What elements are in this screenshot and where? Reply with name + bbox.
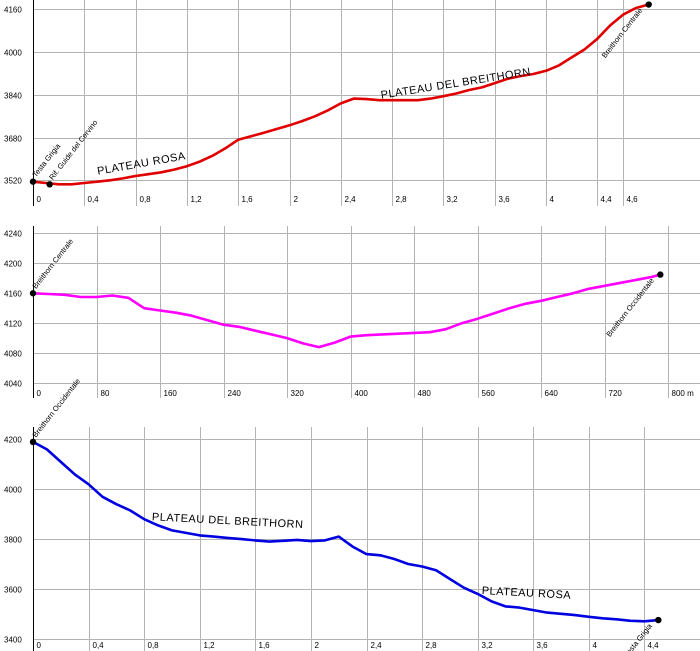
x-tick-label: 4 bbox=[550, 195, 555, 204]
y-tick-label: 4000 bbox=[4, 486, 22, 495]
y-tick-label: 4160 bbox=[4, 6, 22, 15]
x-tick-label: 2,8 bbox=[426, 641, 438, 650]
waypoint-marker bbox=[29, 290, 37, 297]
x-tick-label: 4,4 bbox=[648, 641, 660, 650]
x-tick-label: 2 bbox=[315, 641, 320, 650]
profile-chart-2: 0 80 160 240 320 400 480 560 640 720 800 m 4040 4080… bbox=[4, 226, 700, 398]
x-tick-label: 320 bbox=[291, 389, 305, 398]
y-tick-label: 3520 bbox=[4, 177, 22, 186]
profile-chart-3: 00,40,81,21,622,42,83,23,644,44,8 Km3400… bbox=[4, 377, 700, 651]
y-tick-label: 4040 bbox=[4, 380, 22, 389]
x-tick-label: 2,8 bbox=[396, 195, 408, 204]
x-tick-label: 400 bbox=[355, 389, 369, 398]
route-annotation: PLATEAU DEL BREITHORN bbox=[152, 511, 304, 531]
x-tick-label: 0,4 bbox=[93, 641, 105, 650]
y-tick-label: 3680 bbox=[4, 135, 22, 144]
y-tick-label: 4240 bbox=[4, 230, 22, 239]
x-tick-label: 80 bbox=[101, 389, 110, 398]
x-tick-label: 0,4 bbox=[88, 195, 100, 204]
y-tick-label: 4200 bbox=[4, 260, 22, 269]
x-tick-label: 2,4 bbox=[371, 641, 383, 650]
waypoint-marker bbox=[46, 181, 53, 188]
x-tick-label: 3,6 bbox=[537, 641, 549, 650]
waypoint-marker bbox=[29, 178, 37, 185]
x-tick-label: 1,6 bbox=[259, 641, 271, 650]
y-tick-label: 3400 bbox=[4, 636, 22, 645]
x-tick-label: 4 bbox=[593, 641, 598, 650]
x-tick-label: 2,4 bbox=[345, 195, 357, 204]
x-tick-label: 3,6 bbox=[499, 195, 511, 204]
x-tick-label: 0 bbox=[37, 641, 42, 650]
x-tick-label: 0,8 bbox=[148, 641, 160, 650]
x-tick-label: 560 bbox=[482, 389, 496, 398]
x-tick-label: 640 bbox=[545, 389, 559, 398]
x-tick-label: 240 bbox=[228, 389, 242, 398]
x-tick-label: 3,2 bbox=[447, 195, 459, 204]
y-tick-label: 4080 bbox=[4, 350, 22, 359]
x-tick-label: 1,2 bbox=[191, 195, 203, 204]
x-tick-label: 1,6 bbox=[242, 195, 254, 204]
x-tick-label: 720 bbox=[609, 389, 623, 398]
y-tick-label: 3800 bbox=[4, 536, 22, 545]
y-tick-label: 3600 bbox=[4, 586, 22, 595]
profile-chart-1: 00,40,81,21,622,42,83,23,644,44,65,2 Km3… bbox=[4, 0, 700, 206]
x-tick-label: 800 m bbox=[672, 389, 695, 398]
waypoint-marker bbox=[655, 616, 662, 624]
x-tick-label: 480 bbox=[418, 389, 432, 398]
x-tick-label: 3,2 bbox=[482, 641, 494, 650]
x-tick-label: 0,8 bbox=[140, 195, 152, 204]
x-tick-label: 1,2 bbox=[204, 641, 216, 650]
waypoint-marker bbox=[657, 271, 664, 278]
route-annotation: PLATEAU DEL BREITHORN bbox=[380, 66, 532, 102]
x-tick-label: 2 bbox=[294, 195, 299, 204]
route-annotation: PLATEAU ROSA bbox=[96, 150, 186, 177]
route-annotation: PLATEAU ROSA bbox=[481, 585, 571, 602]
y-tick-label: 4000 bbox=[4, 49, 22, 58]
waypoint-marker bbox=[645, 1, 652, 8]
x-tick-label: 4,6 bbox=[627, 195, 639, 204]
y-tick-label: 4200 bbox=[4, 436, 22, 445]
x-tick-label: 160 bbox=[164, 389, 178, 398]
y-tick-label: 4120 bbox=[4, 320, 22, 329]
y-tick-label: 3840 bbox=[4, 92, 22, 101]
elevation-line bbox=[31, 3, 651, 186]
x-tick-label: 0 bbox=[37, 389, 42, 398]
waypoint-marker bbox=[29, 438, 37, 446]
x-tick-label: 4,4 bbox=[601, 195, 613, 204]
elevation-line bbox=[31, 440, 660, 623]
x-tick-label: 0 bbox=[37, 195, 42, 204]
elevation-line bbox=[31, 273, 662, 349]
y-tick-label: 4160 bbox=[4, 290, 22, 299]
waypoint-label: Breithorn Occidentale bbox=[31, 377, 82, 439]
